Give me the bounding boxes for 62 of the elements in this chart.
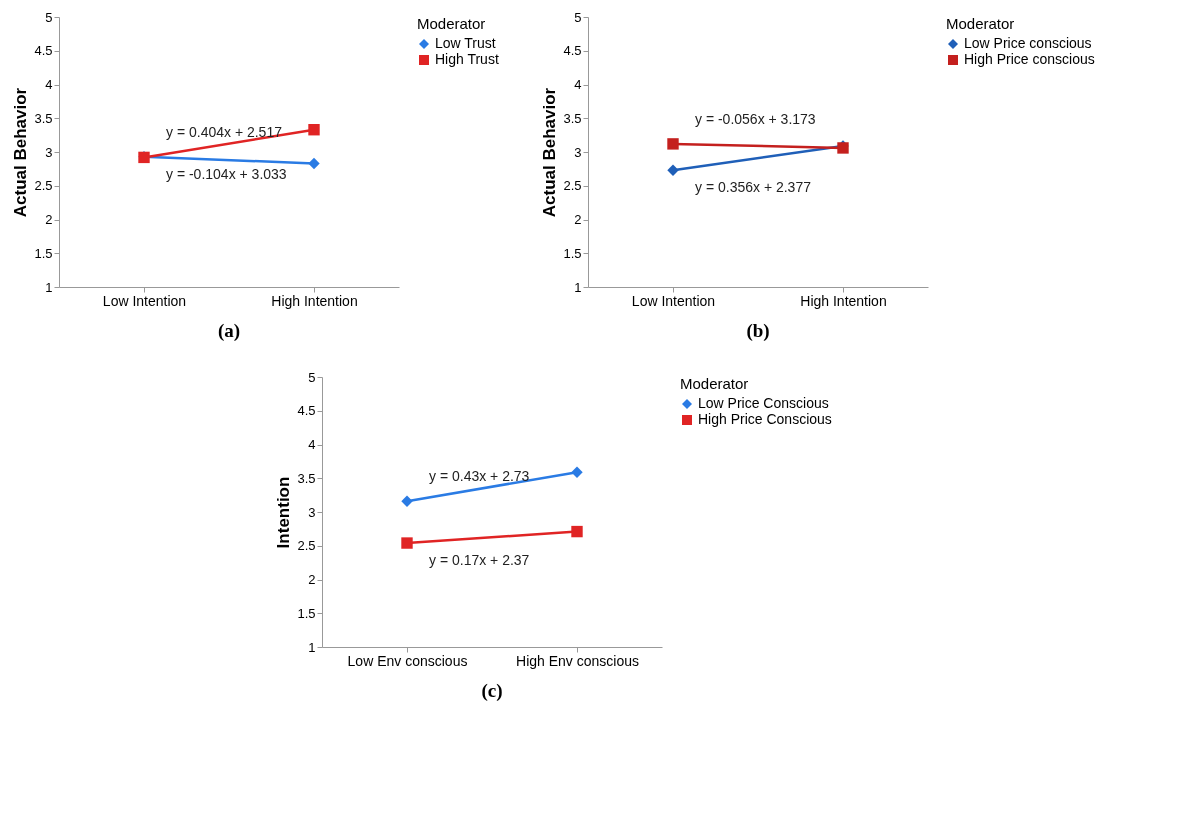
y-tick-label: 3.5 <box>34 110 53 126</box>
y-tick-label: 4.5 <box>563 43 582 59</box>
y-tick-label: 3 <box>574 144 582 160</box>
text: (c) <box>481 680 503 702</box>
x-tick-label: High Intention <box>800 292 887 309</box>
x-tick-label: High Intention <box>271 292 358 309</box>
y-tick-label: 4.5 <box>297 403 316 419</box>
y-tick-label: 2 <box>45 212 53 227</box>
y-tick-label: 4 <box>45 77 53 92</box>
y-tick-label: 4 <box>308 437 316 452</box>
point <box>401 537 413 549</box>
x-tick-label: Low Intention <box>102 292 187 309</box>
text: (b) <box>746 320 770 342</box>
y-tick-label: 1 <box>574 279 582 295</box>
legend-label: High Price Conscious <box>698 411 832 427</box>
y-tick-label: 1.5 <box>34 245 53 261</box>
y-tick-label: 2 <box>574 212 582 227</box>
y-tick-label: 3.5 <box>297 470 316 486</box>
x-tick-label: Low Env conscious <box>347 652 468 669</box>
legend-title: Moderator <box>680 375 749 392</box>
point <box>308 124 320 136</box>
legend-title: Moderator <box>946 15 1015 32</box>
y-tick-label: 1 <box>308 639 316 655</box>
text: (a) <box>217 320 241 342</box>
y-tick-label: 4.5 <box>34 43 53 59</box>
point <box>667 138 679 150</box>
x-tick-label: High Env conscious <box>516 652 639 669</box>
point <box>571 525 583 538</box>
y-tick-label: 5 <box>45 9 53 25</box>
y-tick-label: 3.5 <box>563 110 582 126</box>
annotation: y = 0.404x + 2.517 <box>166 124 283 141</box>
legend-label: Low Price Conscious <box>698 395 829 411</box>
y-axis-title: Actual Behavior <box>540 87 560 218</box>
y-tick-label: 1.5 <box>563 245 582 261</box>
y-axis-title: Actual Behavior <box>11 87 31 218</box>
y-tick-label: 2.5 <box>34 178 53 194</box>
y-tick-label: 1.5 <box>297 605 316 621</box>
annotation: y = -0.104x + 3.033 <box>166 165 287 182</box>
y-tick-label: 5 <box>574 9 582 25</box>
y-tick-label: 5 <box>308 369 316 385</box>
y-tick-label: 4 <box>574 77 582 92</box>
annotation: y = 0.43x + 2.73 <box>429 468 530 485</box>
point <box>308 157 320 170</box>
y-tick-label: 2 <box>308 572 316 587</box>
legend-title: Moderator <box>417 15 486 32</box>
y-tick-label: 2.5 <box>563 178 582 194</box>
point <box>667 164 679 176</box>
annotation: y = 0.356x + 2.377 <box>695 179 812 196</box>
annotation: y = -0.056x + 3.173 <box>695 110 816 127</box>
legend-label: Low Trust <box>435 35 496 51</box>
legend-label: High Trust <box>435 51 499 67</box>
y-axis-title: Intention <box>274 476 294 549</box>
annotation: y = 0.17x + 2.37 <box>429 552 530 569</box>
y-tick-label: 2.5 <box>297 538 316 554</box>
y-tick-label: 3 <box>308 504 316 520</box>
legend-label: High Price conscious <box>964 51 1095 67</box>
y-tick-label: 1 <box>45 279 53 295</box>
legend-label: Low Price conscious <box>964 35 1092 51</box>
y-tick-label: 3 <box>45 144 53 160</box>
point <box>401 495 413 507</box>
point <box>571 466 583 478</box>
x-tick-label: Low Intention <box>631 292 716 309</box>
